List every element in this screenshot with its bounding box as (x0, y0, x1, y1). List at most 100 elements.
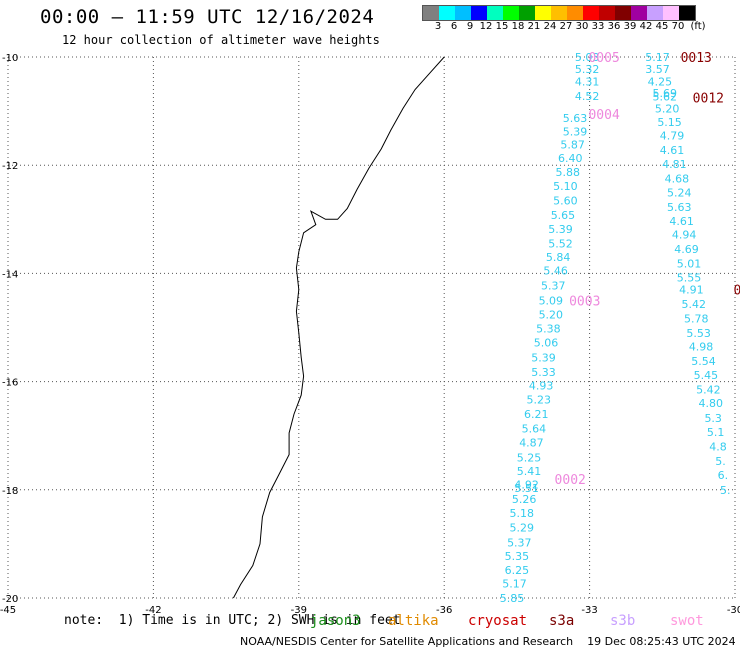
wave-height-value: 5.25 (517, 451, 542, 464)
wave-height-value: 5.84 (546, 251, 571, 264)
x-tick-label: -42 (145, 605, 161, 616)
wave-height-value: 4.8 (709, 441, 727, 454)
y-tick-label: -16 (2, 378, 18, 389)
y-tick-label: -10 (2, 53, 18, 64)
wave-height-value: 5.20 (539, 309, 564, 322)
wave-height-value: 4.69 (674, 243, 699, 256)
satellite-label: s3b (610, 613, 636, 629)
legend-swatch (471, 6, 487, 20)
legend-swatch (647, 6, 663, 20)
satellite-label: jason3 (310, 613, 361, 629)
credit-line: NOAA/NESDIS Center for Satellite Applica… (240, 635, 736, 648)
track-label: 0013 (681, 51, 712, 66)
x-tick-label: -39 (291, 605, 307, 616)
wave-height-value: 4.94 (672, 228, 697, 241)
wave-height-value: 5.03 (575, 51, 600, 64)
wave-height-value: 5.54 (691, 355, 716, 368)
wave-height-value: 5.53 (686, 327, 711, 340)
satellite-label: swot (670, 613, 704, 629)
legend-tick-label: 33 (591, 21, 605, 32)
wave-height-value: 6. (718, 469, 729, 482)
legend-tick-label: 70 (671, 21, 685, 32)
wave-height-value: 5.63 (563, 112, 588, 125)
legend-tick-label: 42 (639, 21, 653, 32)
x-tick-label: -33 (581, 605, 597, 616)
coastline (232, 56, 445, 599)
wave-height-value: 4.52 (575, 90, 600, 103)
wave-height-value: 4.80 (699, 397, 724, 410)
legend-tick-label: 15 (495, 21, 509, 32)
wave-height-value: 4.25 (648, 75, 673, 88)
track-label: 0005 (588, 51, 619, 66)
wave-height-value: 6.40 (558, 152, 583, 165)
wave-height-value: 5.20 (655, 102, 680, 115)
wave-height-value: 5.17 (645, 51, 670, 64)
legend-swatch (583, 6, 599, 20)
wave-height-value: 5.39 (531, 351, 556, 364)
wave-height-value: 4.91 (679, 284, 704, 297)
wave-height-value: 4.92 (514, 478, 539, 491)
wave-height-value: 5. (720, 484, 731, 497)
legend-swatch (455, 6, 471, 20)
y-tick-label: -20 (2, 594, 18, 605)
wave-height-value: 4.81 (662, 158, 687, 171)
chart-subtitle: 12 hour collection of altimeter wave hei… (62, 33, 380, 47)
legend-tick-label: 36 (607, 21, 621, 32)
wave-height-value: 5.33 (531, 366, 556, 379)
wave-height-value: 5.24 (667, 186, 692, 199)
legend-tick-label: 6 (450, 21, 458, 32)
wave-height-value: 5.69 (652, 87, 677, 100)
y-tick-label: -12 (2, 161, 18, 172)
legend-swatch (679, 6, 695, 20)
x-tick-label: -36 (436, 605, 452, 616)
wave-height-value: 5.32 (575, 63, 600, 76)
legend-swatch (615, 6, 631, 20)
legend-swatch (551, 6, 567, 20)
wave-height-value: 5.37 (507, 536, 532, 549)
wave-height-value: 6.25 (505, 564, 530, 577)
legend-swatch (503, 6, 519, 20)
wave-height-value: 5.3 (704, 412, 722, 425)
legend-tick-label: 18 (511, 21, 525, 32)
legend-swatch (567, 6, 583, 20)
wave-height-value: 5.39 (563, 126, 588, 139)
wave-height-value: 5.15 (657, 116, 682, 129)
track-label: 0003 (569, 294, 600, 309)
footnote: note: 1) Time is in UTC; 2) SWH is in fe… (64, 613, 401, 628)
wave-height-value: 5.63 (667, 201, 692, 214)
track-label: 0 (734, 284, 740, 299)
legend-tick-label: 39 (623, 21, 637, 32)
legend-swatch (599, 6, 615, 20)
wave-height-value: 5.29 (509, 522, 534, 535)
wave-height-value: 5.06 (534, 337, 559, 350)
color-scale-legend (422, 5, 696, 21)
wave-height-value: 4.79 (660, 129, 685, 142)
wave-height-value: 5.42 (682, 298, 707, 311)
chart-title: 00:00 – 11:59 UTC 12/16/2024 (40, 6, 375, 28)
wave-height-value: 5.18 (509, 507, 534, 520)
wave-height-value: 5.62 (652, 90, 677, 103)
legend-tick-label: 3 (434, 21, 442, 32)
color-scale-ticks: 3 6 9 12 15 18 21 24 27 30 33 36 39 42 45 70 (ft) (422, 21, 740, 33)
wave-height-value: 5.39 (548, 223, 573, 236)
wave-height-value: 4.68 (665, 173, 690, 186)
x-tick-label: -30 (727, 605, 740, 616)
y-tick-label: -18 (2, 486, 18, 497)
wave-height-value: 4.31 (575, 75, 600, 88)
wave-height-value: 5.85 (500, 592, 525, 605)
wave-height-value: 5.1 (707, 426, 725, 439)
satellite-label: altika (388, 613, 439, 629)
x-tick-label: -45 (0, 605, 16, 616)
legend-tick-label: 30 (575, 21, 589, 32)
wave-height-value: 5.60 (553, 194, 578, 207)
wave-height-value: 5.17 (502, 577, 527, 590)
legend-swatch (439, 6, 455, 20)
legend-swatch (663, 6, 679, 20)
wave-height-value: 4.61 (660, 144, 685, 157)
wave-height-value: 5.46 (543, 265, 568, 278)
wave-height-value: 5.78 (684, 312, 709, 325)
wave-height-value: 3.57 (645, 63, 670, 76)
wave-height-value: 5.01 (677, 258, 702, 271)
wave-height-value: 5.64 (522, 423, 547, 436)
